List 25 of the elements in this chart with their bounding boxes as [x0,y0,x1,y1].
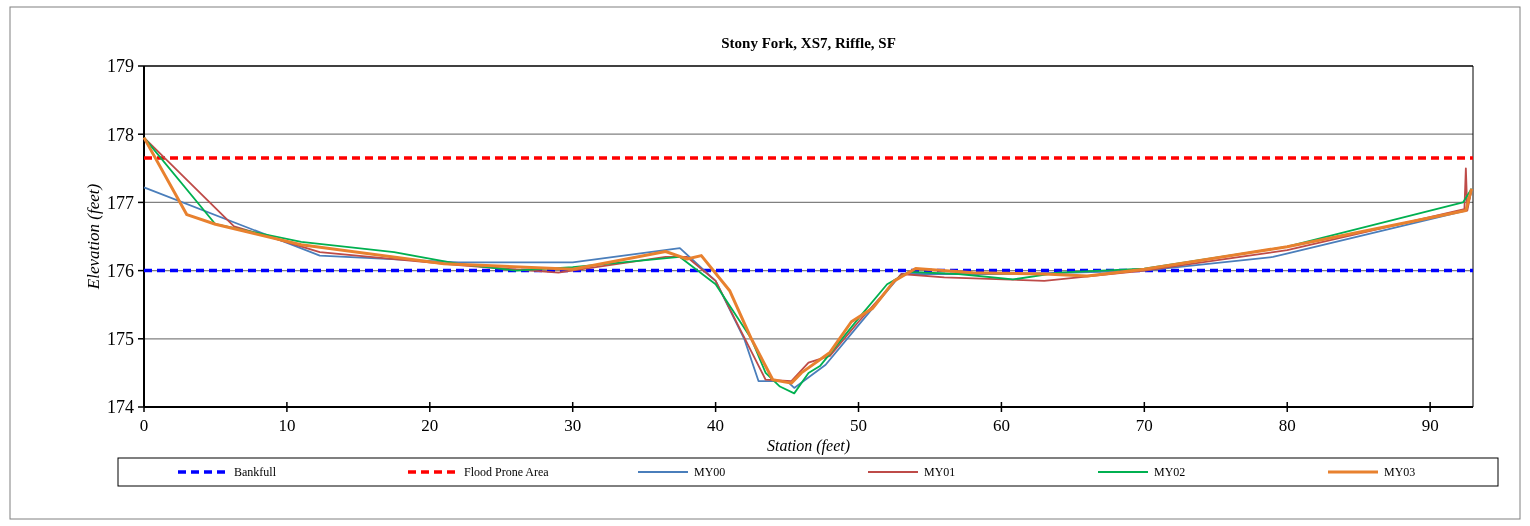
x-axis-title: Station (feet) [766,437,851,455]
legend-label: Flood Prone Area [464,465,550,480]
x-tick-label: 30 [564,416,582,435]
legend-label: MY00 [694,465,726,480]
x-tick-label: 70 [1135,416,1153,435]
x-tick-label: 90 [1421,416,1439,435]
y-tick-label: 176 [107,260,134,281]
chart-title: Stony Fork, XS7, Riffle, SF [721,35,896,51]
x-tick-label: 0 [139,416,149,435]
x-tick-label: 20 [421,416,439,435]
legend-label: MY01 [924,465,956,480]
y-tick-label: 177 [107,192,134,213]
y-tick-label: 174 [107,397,134,418]
x-tick-label: 80 [1278,416,1296,435]
x-tick-label: 40 [707,416,725,435]
x-tick-label: 10 [278,416,296,435]
x-tick-label: 50 [850,416,868,435]
legend-label: MY03 [1384,465,1416,480]
y-tick-label: 178 [107,124,134,145]
y-tick-label: 179 [107,56,134,77]
y-tick-label: 175 [107,329,134,350]
legend-label: Bankfull [234,465,277,480]
legend-label: MY02 [1154,465,1186,480]
x-tick-label: 60 [992,416,1010,435]
y-axis-title: Elevation (feet) [84,183,103,291]
